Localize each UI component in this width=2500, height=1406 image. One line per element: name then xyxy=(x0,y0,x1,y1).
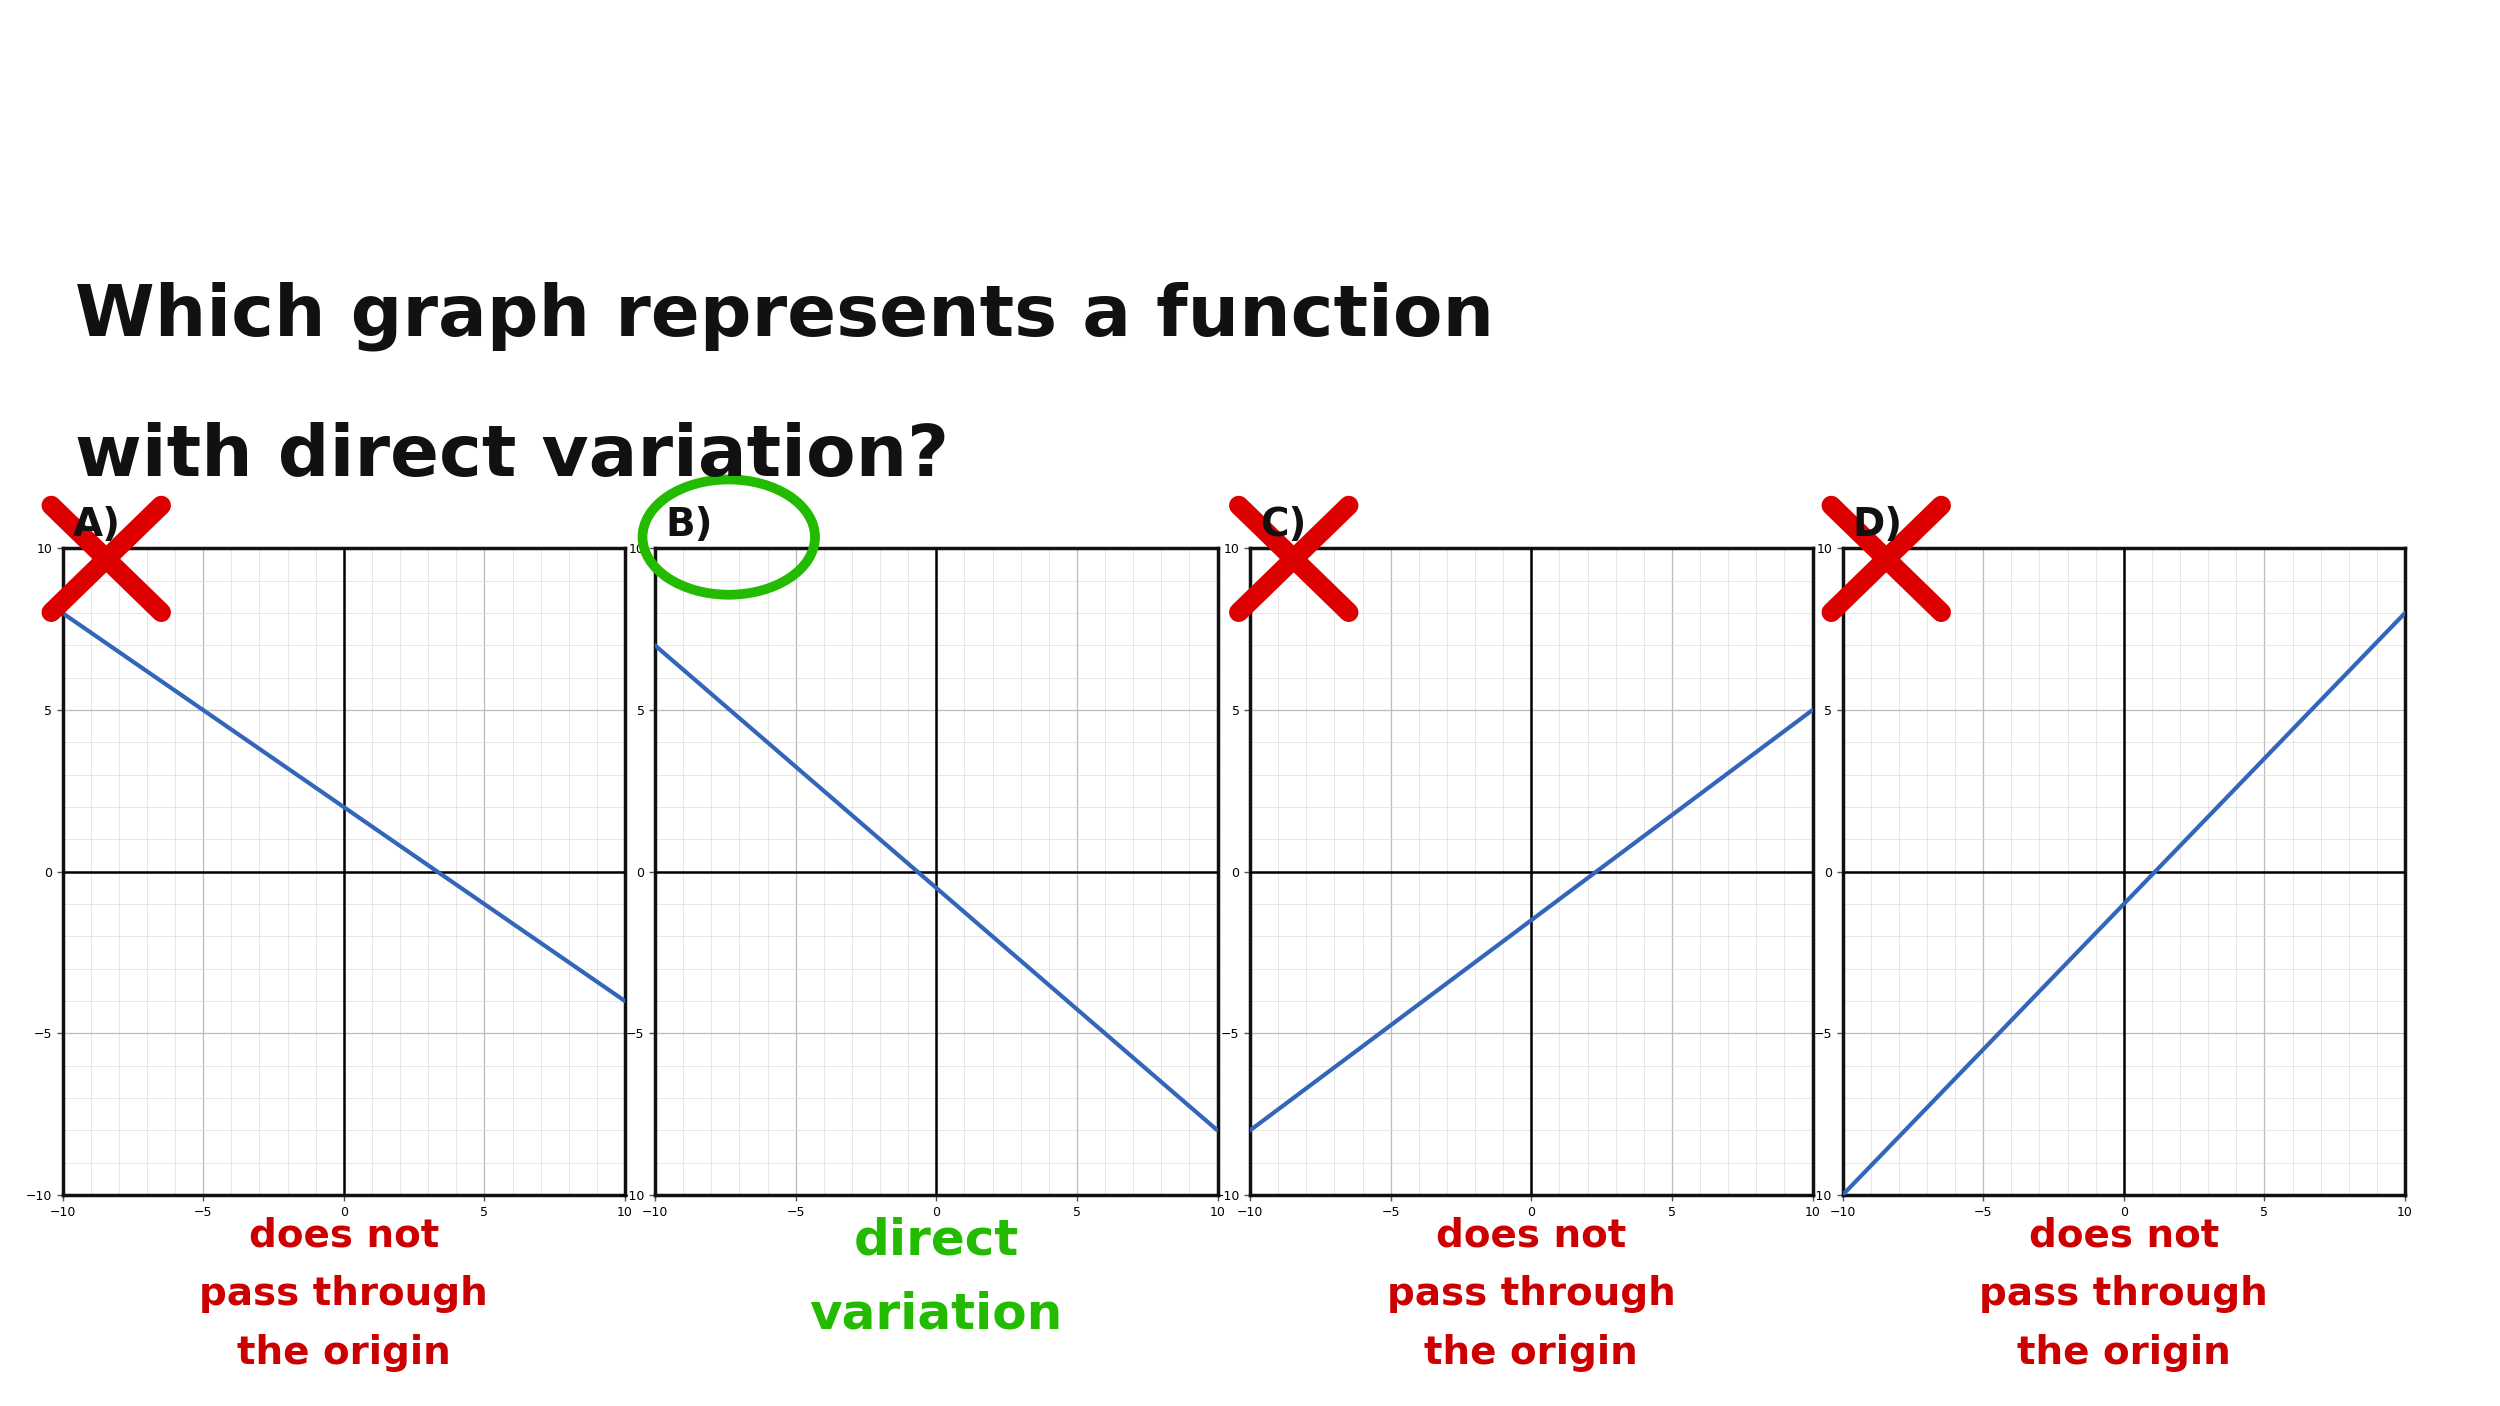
Text: EXAMPLE #2: EXAMPLE #2 xyxy=(703,21,1798,169)
Text: does not
pass through
the origin: does not pass through the origin xyxy=(1388,1216,1675,1372)
Text: C): C) xyxy=(1260,506,1308,544)
Text: does not
pass through
the origin: does not pass through the origin xyxy=(1980,1216,2268,1372)
Text: does not
pass through
the origin: does not pass through the origin xyxy=(200,1216,488,1372)
Text: Which graph represents a function: Which graph represents a function xyxy=(75,281,1495,350)
Text: D): D) xyxy=(1852,506,1902,544)
Text: B): B) xyxy=(665,506,712,544)
Text: direct
variation: direct variation xyxy=(810,1216,1062,1339)
Text: with direct variation?: with direct variation? xyxy=(75,422,950,491)
Text: A): A) xyxy=(72,506,120,544)
